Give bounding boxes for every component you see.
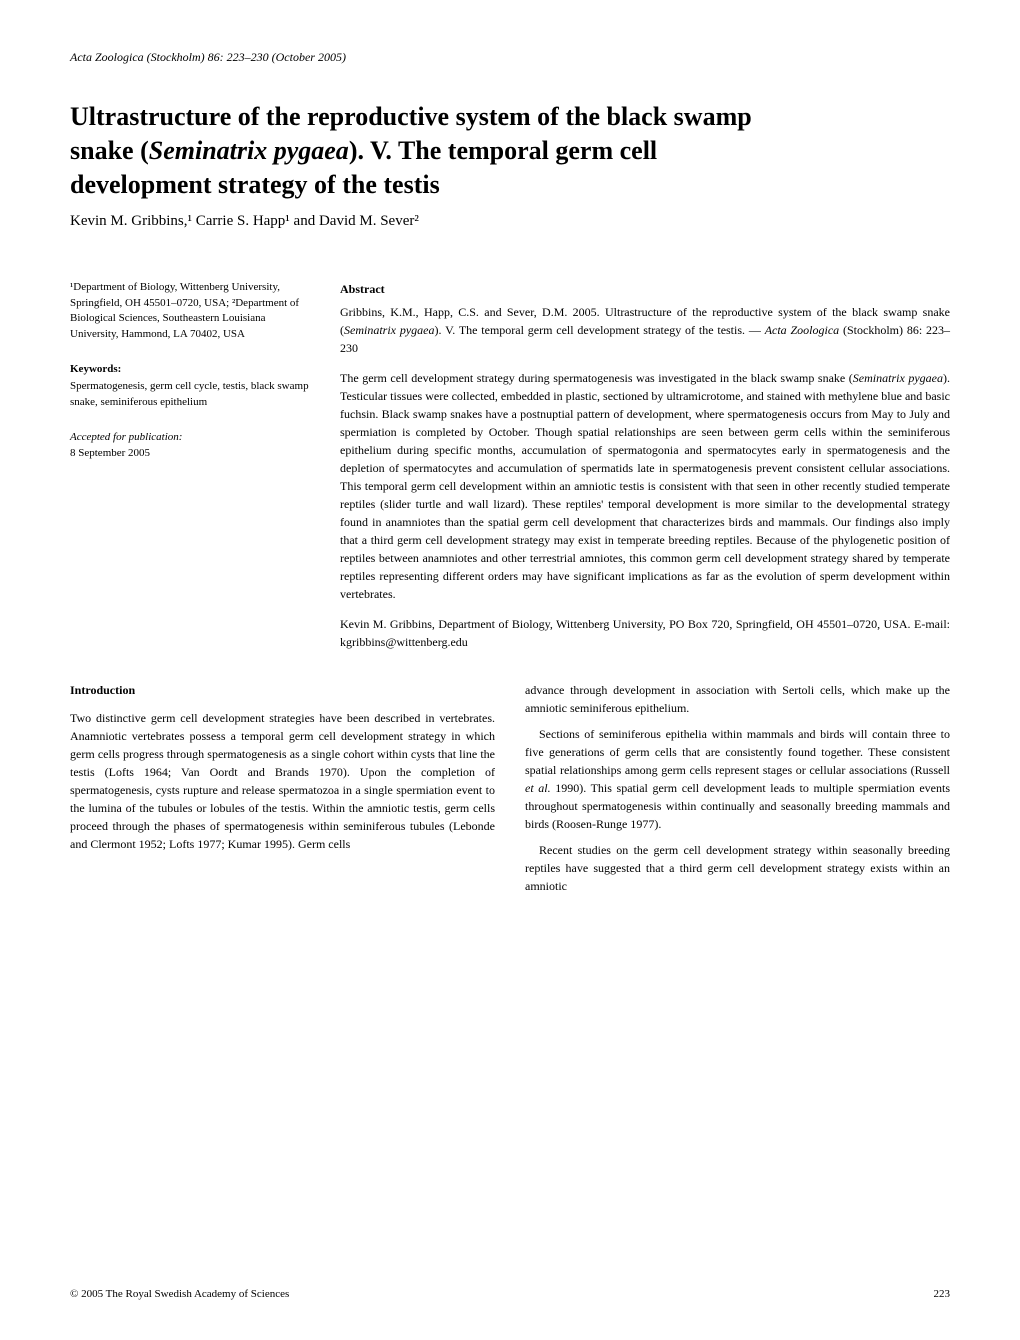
intro-paragraph-2: advance through development in associati…	[525, 681, 950, 717]
page-number: 223	[934, 1288, 951, 1300]
title-line3: development strategy of the testis	[70, 170, 440, 199]
title-line1: Ultrastructure of the reproductive syste…	[70, 102, 752, 131]
keywords: Spermatogenesis, germ cell cycle, testis…	[70, 379, 310, 410]
copyright: © 2005 The Royal Swedish Academy of Scie…	[70, 1288, 289, 1300]
intro-p3-pre: Sections of seminiferous epithelia withi…	[525, 727, 950, 777]
abstract-body-pre: The germ cell development strategy durin…	[340, 371, 853, 385]
intro-p3-italic: et al.	[525, 781, 551, 795]
correspondence: Kevin M. Gribbins, Department of Biology…	[340, 615, 950, 651]
accepted-label: Accepted for publication:	[70, 430, 310, 445]
title-line2-post: ). V. The temporal germ cell	[349, 136, 657, 165]
abstract-body: The germ cell development strategy durin…	[340, 369, 950, 603]
intro-column-left: Introduction Two distinctive germ cell d…	[70, 681, 495, 895]
title-species: Seminatrix pygaea	[149, 136, 349, 165]
right-column: Abstract Gribbins, K.M., Happ, C.S. and …	[340, 280, 950, 651]
abstract-citation: Gribbins, K.M., Happ, C.S. and Sever, D.…	[340, 303, 950, 357]
abstract-citation-species: Seminatrix pygaea	[344, 323, 434, 337]
keywords-label: Keywords:	[70, 362, 310, 377]
affiliations: ¹Department of Biology, Wittenberg Unive…	[70, 280, 310, 342]
intro-heading: Introduction	[70, 681, 495, 699]
abstract-citation-mid: ). V. The temporal germ cell development…	[434, 323, 764, 337]
intro-paragraph-3: Sections of seminiferous epithelia withi…	[525, 725, 950, 833]
abstract-body-species: Seminatrix pygaea	[853, 371, 943, 385]
abstract-label: Abstract	[340, 280, 950, 298]
intro-paragraph-1: Two distinctive germ cell development st…	[70, 709, 495, 853]
intro-column-right: advance through development in associati…	[525, 681, 950, 895]
article-title: Ultrastructure of the reproductive syste…	[70, 100, 950, 201]
abstract-citation-journal: Acta Zoologica	[765, 323, 840, 337]
left-column: ¹Department of Biology, Wittenberg Unive…	[70, 280, 310, 651]
journal-citation: Acta Zoologica (Stockholm) 86: 223–230 (…	[70, 50, 346, 64]
page-footer: © 2005 The Royal Swedish Academy of Scie…	[70, 1288, 950, 1300]
intro-p3-post: 1990). This spatial germ cell developmen…	[525, 781, 950, 831]
abstract-body-post: ). Testicular tissues were collected, em…	[340, 371, 950, 601]
authors: Kevin M. Gribbins,¹ Carrie S. Happ¹ and …	[70, 213, 950, 230]
accepted-date: 8 September 2005	[70, 446, 310, 461]
journal-header: Acta Zoologica (Stockholm) 86: 223–230 (…	[70, 50, 950, 65]
intro-paragraph-4: Recent studies on the germ cell developm…	[525, 841, 950, 895]
title-line2-pre: snake (	[70, 136, 149, 165]
metadata-abstract-columns: ¹Department of Biology, Wittenberg Unive…	[70, 280, 950, 651]
introduction-section: Introduction Two distinctive germ cell d…	[70, 681, 950, 895]
